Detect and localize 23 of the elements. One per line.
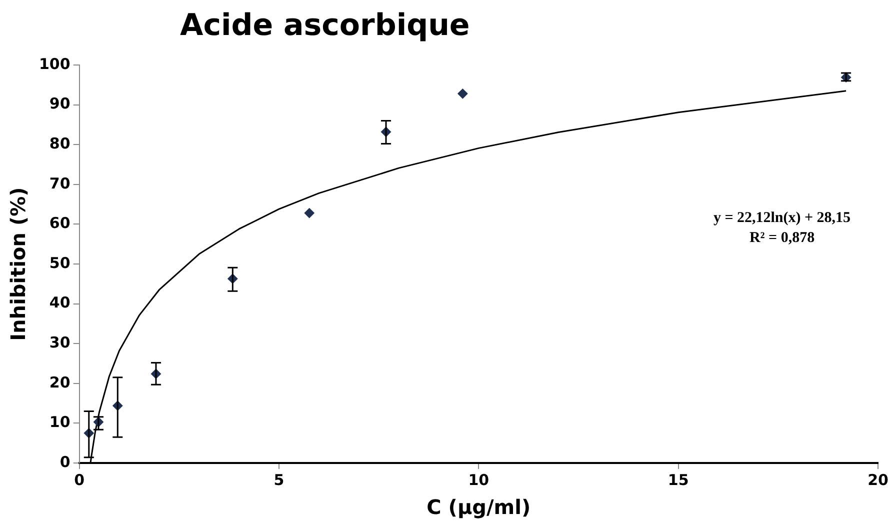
x-tick-label: 10	[468, 470, 490, 489]
y-tick-label: 0	[60, 452, 70, 471]
y-tick-label: 80	[49, 134, 70, 152]
point	[304, 208, 314, 218]
y-tick-label: 50	[49, 254, 70, 272]
y-tick-label: 10	[49, 413, 70, 432]
y-tick-label: 90	[49, 94, 70, 113]
y-tick-label: 100	[39, 54, 70, 73]
annotation: R² = 0,878	[749, 230, 815, 246]
x-tick-label: 20	[868, 470, 888, 489]
y-tick-label: 30	[49, 333, 70, 352]
point	[458, 88, 468, 99]
x-tick-label: 5	[274, 470, 284, 489]
y-tick-label: 60	[49, 214, 70, 232]
x-tick-label: 0	[74, 470, 85, 489]
x-axis-title: C (µg/ml)	[426, 495, 531, 520]
y-tick-label: 20	[49, 373, 70, 392]
y-tick-label: 70	[49, 174, 70, 192]
y-tick-label: 40	[49, 294, 70, 312]
chart-title: Acide ascorbique	[180, 8, 470, 43]
y-axis-title: Inhibition (%)	[6, 187, 30, 341]
annotation: y = 22,12ln(x) + 28,15	[713, 210, 851, 226]
x-tick-label: 15	[668, 470, 689, 489]
